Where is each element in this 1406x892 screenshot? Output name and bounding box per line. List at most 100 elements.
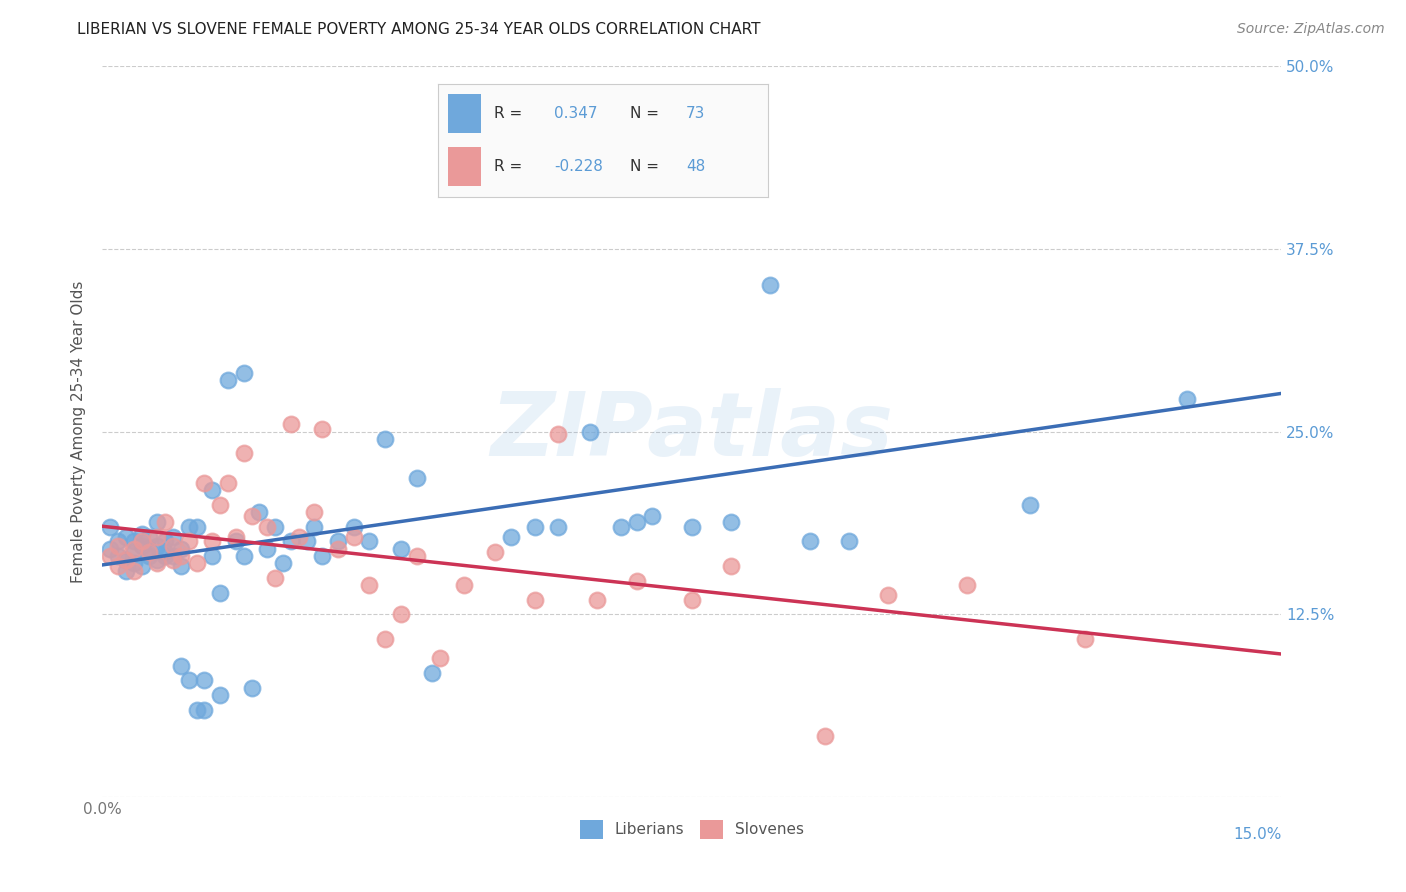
Liberians [170,658,193,673]
Liberians [107,549,129,563]
Liberians [681,519,703,533]
Liberians [138,541,160,556]
Liberians [422,666,444,681]
Slovenes [374,632,396,647]
Liberians [162,530,184,544]
Slovenes [311,421,333,435]
Liberians [162,549,184,563]
Liberians [114,530,136,544]
Liberians [759,278,782,293]
Text: 15.0%: 15.0% [1233,827,1281,842]
Liberians [264,519,287,533]
Liberians [177,673,200,688]
Slovenes [217,475,239,490]
Liberians [209,585,232,599]
Slovenes [264,571,287,585]
Slovenes [304,505,326,519]
Slovenes [122,564,145,578]
Liberians [444,161,467,175]
Liberians [98,541,121,556]
Slovenes [170,549,193,563]
Liberians [138,530,160,544]
Slovenes [586,592,609,607]
Slovenes [114,553,136,567]
Slovenes [681,592,703,607]
Slovenes [201,534,224,549]
Liberians [131,559,153,574]
Liberians [295,534,318,549]
Slovenes [131,534,153,549]
Liberians [271,556,294,570]
Liberians [578,425,600,439]
Liberians [641,509,664,524]
Liberians [799,534,821,549]
Liberians [146,516,169,530]
Slovenes [343,530,366,544]
Liberians [311,549,333,563]
Liberians [193,703,215,717]
Liberians [280,534,302,549]
Slovenes [162,553,184,567]
Liberians [107,534,129,549]
Liberians [131,527,153,541]
Text: ZIPatlas: ZIPatlas [491,388,893,475]
Liberians [499,530,522,544]
Slovenes [547,427,569,442]
Liberians [186,703,208,717]
Slovenes [280,417,302,432]
Slovenes [287,530,309,544]
Slovenes [1074,632,1097,647]
Slovenes [256,519,278,533]
Liberians [98,519,121,533]
Liberians [225,534,247,549]
Slovenes [107,559,129,574]
Slovenes [232,446,254,460]
Liberians [153,549,176,563]
Liberians [523,519,546,533]
Liberians [153,534,176,549]
Liberians [201,549,224,563]
Slovenes [153,516,176,530]
Slovenes [98,549,121,563]
Liberians [153,544,176,558]
Text: LIBERIAN VS SLOVENE FEMALE POVERTY AMONG 25-34 YEAR OLDS CORRELATION CHART: LIBERIAN VS SLOVENE FEMALE POVERTY AMONG… [77,22,761,37]
Slovenes [877,589,900,603]
Liberians [146,553,169,567]
Liberians [343,519,366,533]
Liberians [193,673,215,688]
Slovenes [453,578,475,592]
Slovenes [138,544,160,558]
Liberians [114,553,136,567]
Liberians [610,519,633,533]
Liberians [177,519,200,533]
Slovenes [107,539,129,553]
Liberians [232,366,254,380]
Liberians [1175,392,1198,407]
Slovenes [209,498,232,512]
Liberians [359,534,381,549]
Slovenes [359,578,381,592]
Liberians [122,534,145,549]
Slovenes [429,651,451,665]
Slovenes [389,607,412,622]
Text: Source: ZipAtlas.com: Source: ZipAtlas.com [1237,22,1385,37]
Liberians [389,541,412,556]
Slovenes [162,539,184,553]
Legend: Liberians, Slovenes: Liberians, Slovenes [574,814,810,845]
Slovenes [326,541,349,556]
Slovenes [626,574,648,588]
Liberians [232,549,254,563]
Liberians [209,688,232,702]
Slovenes [177,534,200,549]
Liberians [256,541,278,556]
Liberians [186,519,208,533]
Liberians [240,681,263,695]
Liberians [131,539,153,553]
Liberians [720,516,742,530]
Slovenes [122,541,145,556]
Liberians [170,559,193,574]
Slovenes [193,475,215,490]
Liberians [326,534,349,549]
Slovenes [405,549,427,563]
Liberians [304,519,326,533]
